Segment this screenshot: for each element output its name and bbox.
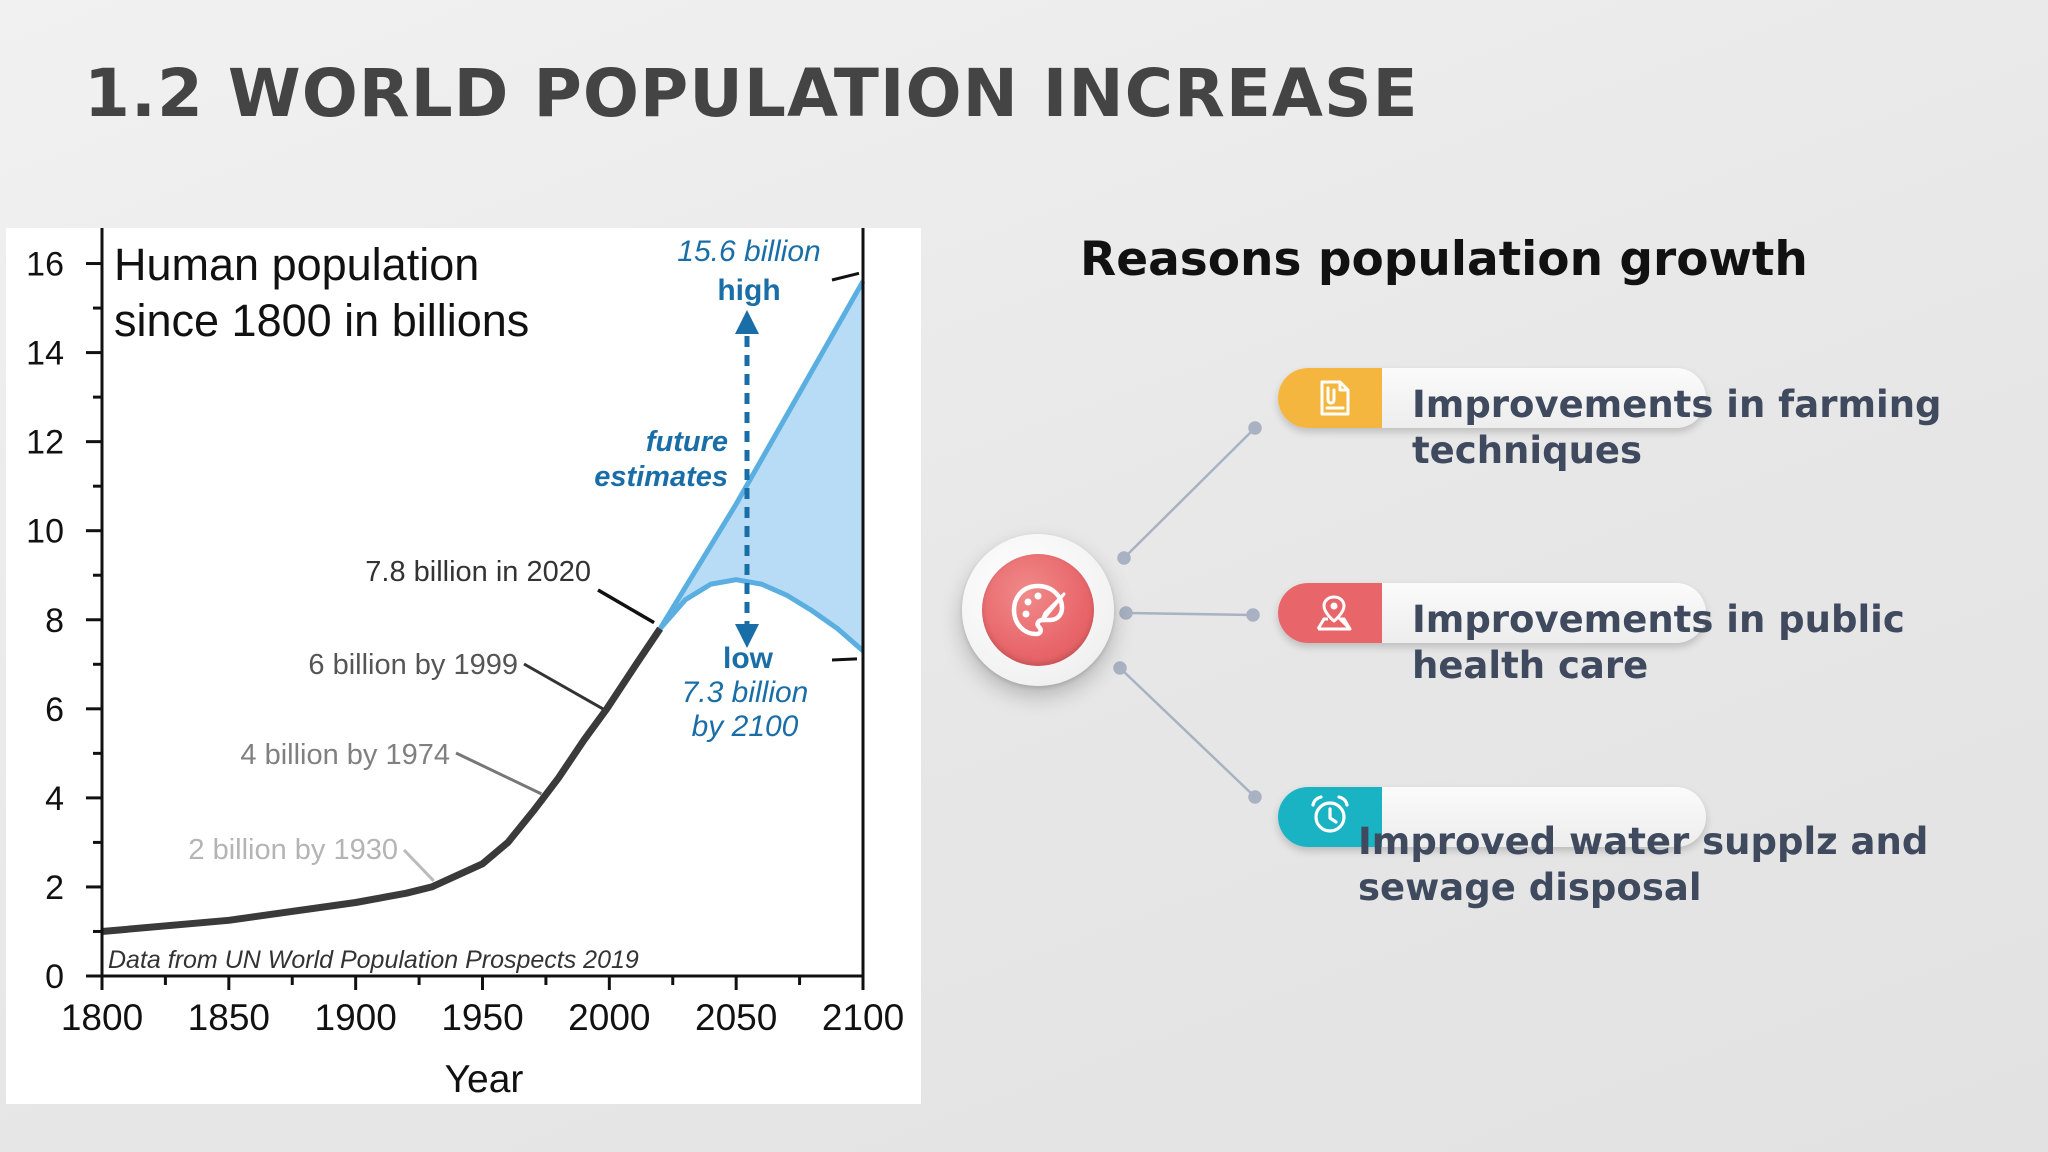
projection-low-line bbox=[658, 577, 865, 653]
x-tick-label: 1850 bbox=[188, 997, 270, 1038]
reasons-heading: Reasons population growth bbox=[1080, 232, 1808, 287]
annotation-leader bbox=[402, 848, 435, 882]
connector-line-bottom bbox=[1119, 667, 1256, 798]
reason-text-line-2: sewage disposal bbox=[1358, 866, 1702, 909]
reason-pill-cap bbox=[1278, 368, 1382, 428]
annotation-1930: 2 billion by 1930 bbox=[188, 834, 398, 866]
future-estimates-line-1: future bbox=[646, 426, 728, 458]
y-tick-label: 6 bbox=[45, 691, 64, 729]
connector-dot bbox=[1246, 608, 1260, 622]
connector-dot bbox=[1248, 790, 1262, 804]
arrow-up-icon bbox=[735, 310, 759, 334]
reason-text-line-1: Improvements in public bbox=[1412, 598, 1905, 641]
x-tick-label: 1950 bbox=[441, 997, 523, 1038]
map-pin-icon bbox=[1316, 595, 1352, 631]
y-tick-label: 8 bbox=[45, 602, 64, 640]
connector-line-middle bbox=[1125, 611, 1254, 617]
reason-text-line-2: techniques bbox=[1412, 429, 1643, 472]
hub-inner-circle bbox=[982, 554, 1094, 666]
y-tick-label: 2 bbox=[45, 869, 64, 907]
annotation-1999: 6 billion by 1999 bbox=[308, 649, 518, 681]
future-high-label: high bbox=[717, 274, 780, 307]
connector-dot bbox=[1117, 551, 1131, 565]
annotation-leader-lines bbox=[402, 271, 860, 882]
reason-pill-cap bbox=[1278, 583, 1382, 643]
projection-high-line bbox=[657, 280, 866, 631]
reason-item-health-care: Improvements in public health care bbox=[1278, 583, 1905, 687]
document-icon bbox=[1320, 380, 1350, 416]
reason-text-line-1: Improvements in farming bbox=[1412, 383, 1942, 426]
connector-dot bbox=[1248, 421, 1262, 435]
y-tick-label: 16 bbox=[26, 246, 64, 284]
annotation-1974: 4 billion by 1974 bbox=[240, 739, 450, 771]
future-low-value: 7.3 billion bbox=[682, 676, 809, 709]
x-tick-label: 1900 bbox=[315, 997, 397, 1038]
annotation-leader bbox=[831, 657, 858, 662]
y-tick-label: 12 bbox=[26, 424, 64, 462]
future-low-year: by 2100 bbox=[692, 710, 799, 743]
x-tick-label: 2100 bbox=[822, 997, 904, 1038]
annotation-leader bbox=[455, 751, 543, 796]
y-tick-label: 10 bbox=[26, 513, 64, 551]
reason-item-water-supply: Improved water supplz and sewage disposa… bbox=[1278, 787, 1928, 909]
future-estimates-line-2: estimates bbox=[594, 461, 728, 493]
x-tick-label: 1800 bbox=[61, 997, 143, 1038]
future-high-value: 15.6 billion bbox=[677, 235, 820, 268]
x-tick-label: 2000 bbox=[568, 997, 650, 1038]
population-chart-svg: 0 2 4 6 8 10 12 14 16 1800 1850 1900 1950 2000 2050 210… bbox=[26, 228, 904, 1101]
y-tick-label: 0 bbox=[45, 958, 64, 996]
palette-icon bbox=[1011, 583, 1066, 637]
annotation-leader bbox=[523, 662, 604, 711]
historical-population-line bbox=[101, 626, 664, 935]
connector-dot bbox=[1119, 606, 1133, 620]
y-tick-label: 14 bbox=[26, 335, 64, 373]
connector-dot bbox=[1113, 661, 1127, 675]
chart-axes: 0 2 4 6 8 10 12 14 16 1800 1850 1900 1950 2000 2050 210… bbox=[26, 228, 904, 1038]
annotation-2020: 7.8 billion in 2020 bbox=[365, 556, 591, 588]
source-note: Data from UN World Population Prospects … bbox=[108, 946, 639, 974]
reason-text-line-2: health care bbox=[1412, 644, 1649, 687]
reason-text-line-1: Improved water supplz and bbox=[1358, 820, 1929, 863]
arrow-down-icon bbox=[735, 624, 759, 648]
chart-title-line-2: since 1800 in billions bbox=[114, 295, 529, 346]
x-axis-label: Year bbox=[445, 1058, 524, 1101]
annotation-leader bbox=[831, 271, 860, 282]
reason-item-farming: Improvements in farming techniques bbox=[1278, 368, 1942, 472]
reason-pill-cap bbox=[1278, 787, 1382, 847]
slide-title: 1.2 WORLD POPULATION INCREASE bbox=[84, 55, 1419, 132]
population-chart: 0 2 4 6 8 10 12 14 16 1800 1850 1900 1950 2000 2050 210… bbox=[6, 228, 921, 1104]
alarm-clock-icon bbox=[1311, 795, 1349, 833]
hub-circle bbox=[962, 534, 1114, 686]
chart-title-line-1: Human population bbox=[114, 239, 479, 290]
annotation-leader bbox=[597, 588, 655, 625]
connector-line-top bbox=[1123, 427, 1256, 559]
x-tick-label: 2050 bbox=[695, 997, 777, 1038]
y-tick-label: 4 bbox=[45, 780, 64, 818]
future-low-label: low bbox=[723, 642, 774, 675]
